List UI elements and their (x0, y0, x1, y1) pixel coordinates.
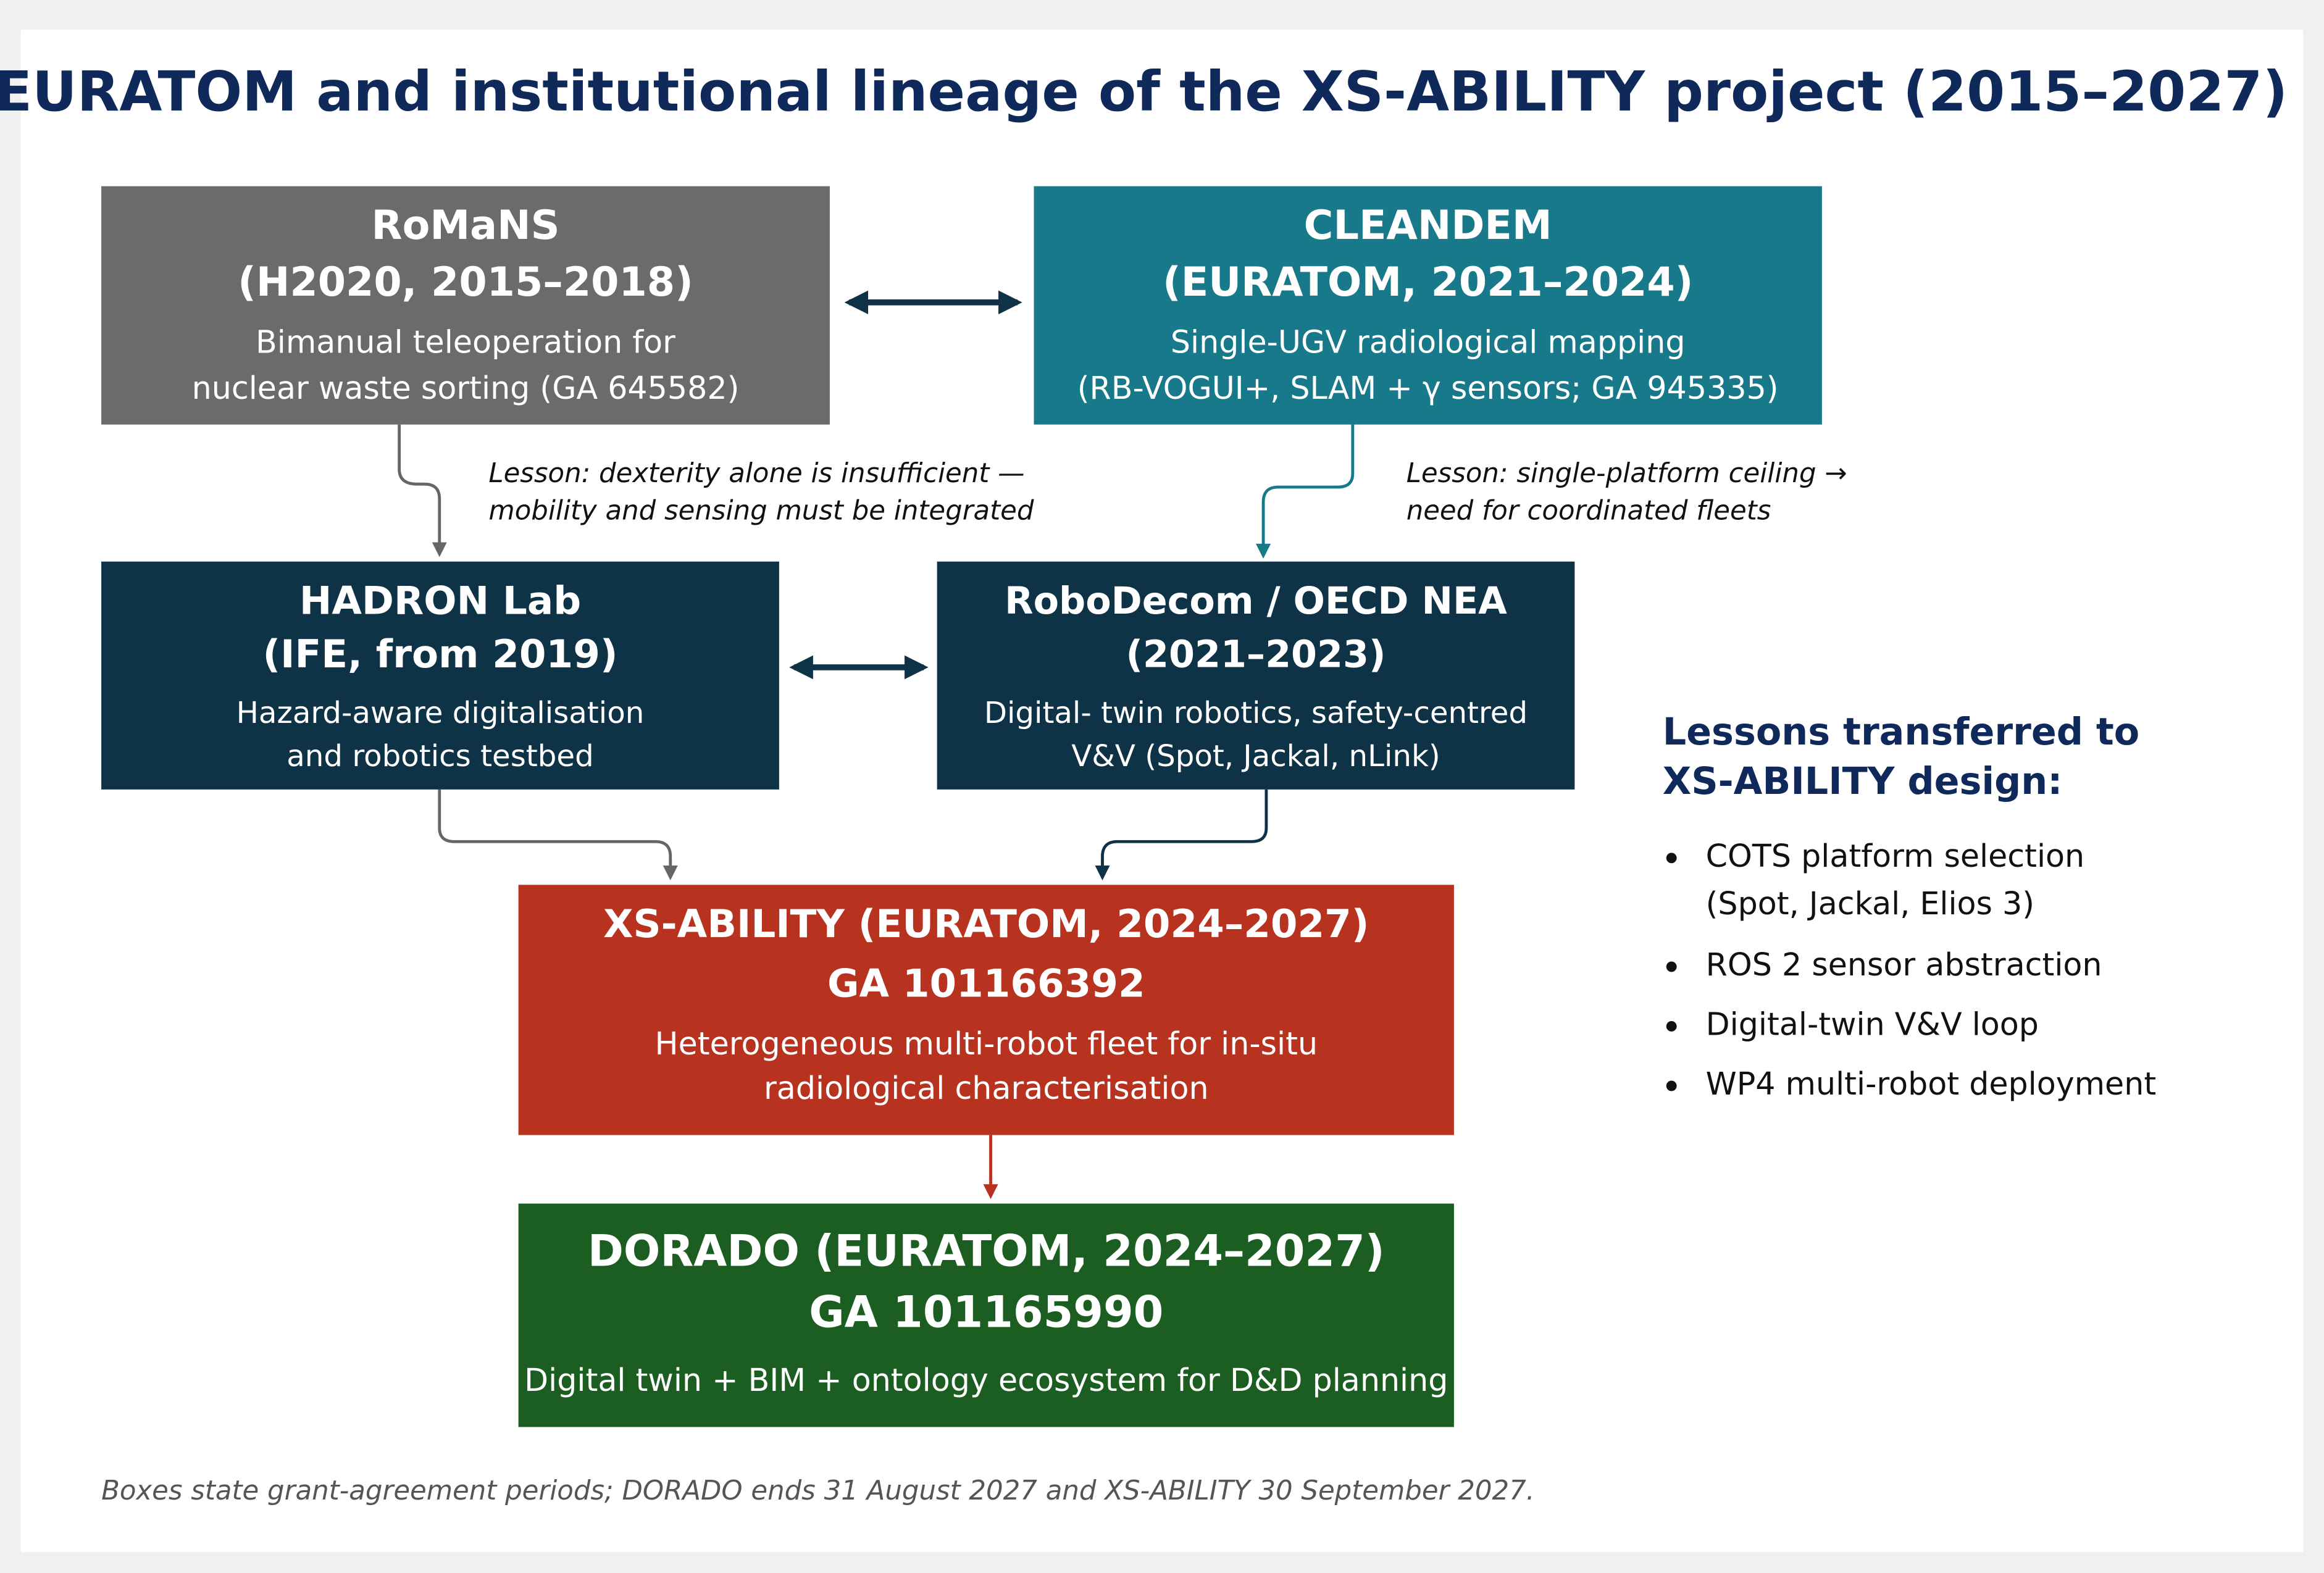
node-box (1034, 186, 1822, 425)
node-title: (H2020, 2015–2018) (238, 259, 693, 306)
sidebar-item: Digital-twin V&V loop (1706, 1006, 2039, 1042)
node-description: Single-UGV radiological mapping (1171, 323, 1686, 360)
node-title: (2021–2023) (1126, 633, 1386, 677)
sidebar-item: COTS platform selection (1706, 838, 2084, 874)
lesson-note: Lesson: single-platform ceiling → (1407, 458, 1847, 489)
node-description: V&V (Spot, Jackal, nLink) (1071, 739, 1440, 774)
sidebar-heading: Lessons transferred to (1663, 711, 2139, 754)
flow-arrow (398, 424, 447, 557)
node-title: RoboDecom / OECD NEA (1005, 580, 1507, 623)
node: XS-ABILITY (EURATOM, 2024–2027) GA 101166… (518, 885, 1454, 1135)
node-box (101, 186, 830, 425)
node-title: DORADO (EURATOM, 2024–2027) (588, 1226, 1385, 1277)
node-description: radiological characterisation (764, 1070, 1209, 1106)
lesson-note: need for coordinated fleets (1407, 496, 1771, 527)
node-description: and robotics testbed (286, 739, 593, 774)
sidebar-item: WP4 multi-robot deployment (1706, 1066, 2157, 1102)
node-title: GA 101166392 (827, 961, 1145, 1006)
footnote: Boxes state grant-agreement periods; DOR… (101, 1475, 1534, 1506)
title: EURATOM and institutional lineage of the… (0, 60, 2288, 124)
node-description: Bimanual teleoperation for (256, 323, 675, 360)
node-description: Digital twin + BIM + ontology ecosystem … (524, 1362, 1448, 1398)
node-box (937, 561, 1575, 790)
annotations: Lesson: dexterity alone is insufficient … (101, 458, 2156, 1506)
sidebar-heading: XS-ABILITY design: (1663, 760, 2063, 803)
node-description: nuclear waste sorting (GA 645582) (192, 370, 740, 406)
sidebar-item: (Spot, Jackal, Elios 3) (1706, 885, 2034, 922)
bullet (1666, 961, 1677, 972)
bullet (1666, 1080, 1677, 1091)
node: CLEANDEM (EURATOM, 2021–2024) Single-UGV r… (1034, 186, 1822, 425)
bullet (1666, 1021, 1677, 1032)
flow-arrow (1095, 789, 1268, 881)
node: DORADO (EURATOM, 2024–2027) GA 101165990 D… (518, 1203, 1454, 1427)
node-title: HADRON Lab (299, 578, 581, 623)
sidebar-item: ROS 2 sensor abstraction (1706, 946, 2102, 983)
node-description: Digital- twin robotics, safety-centred (984, 696, 1528, 730)
connectors (398, 290, 1355, 1200)
flow-arrow (438, 789, 678, 881)
bullet (1666, 853, 1677, 864)
node-box (518, 885, 1454, 1135)
node-title: XS-ABILITY (EURATOM, 2024–2027) (603, 901, 1369, 946)
node-title: CLEANDEM (1304, 202, 1552, 249)
node-box (101, 561, 779, 790)
node-description: Heterogeneous multi-robot fleet for in-s… (654, 1025, 1318, 1062)
node-description: (RB-VOGUI+, SLAM + γ sensors; GA 945335) (1077, 370, 1779, 406)
lesson-note: mobility and sensing must be integrated (488, 496, 1034, 527)
flow-arrow (1256, 424, 1355, 559)
node: RoboDecom / OECD NEA (2021–2023) Digital- … (937, 561, 1575, 790)
node-title: GA 101165990 (809, 1287, 1163, 1338)
node: HADRON Lab (IFE, from 2019) Hazard-aware d… (101, 561, 779, 790)
node-description: Hazard-aware digitalisation (236, 696, 645, 730)
node-title: (EURATOM, 2021–2024) (1163, 259, 1693, 306)
lesson-note: Lesson: dexterity alone is insufficient … (488, 458, 1024, 489)
node-box (518, 1203, 1454, 1427)
node-title: RoMaNS (371, 202, 559, 249)
node-title: (IFE, from 2019) (262, 632, 617, 677)
nodes: RoMaNS (H2020, 2015–2018) Bimanual teleope… (101, 186, 1822, 1427)
node: RoMaNS (H2020, 2015–2018) Bimanual teleope… (101, 186, 830, 425)
